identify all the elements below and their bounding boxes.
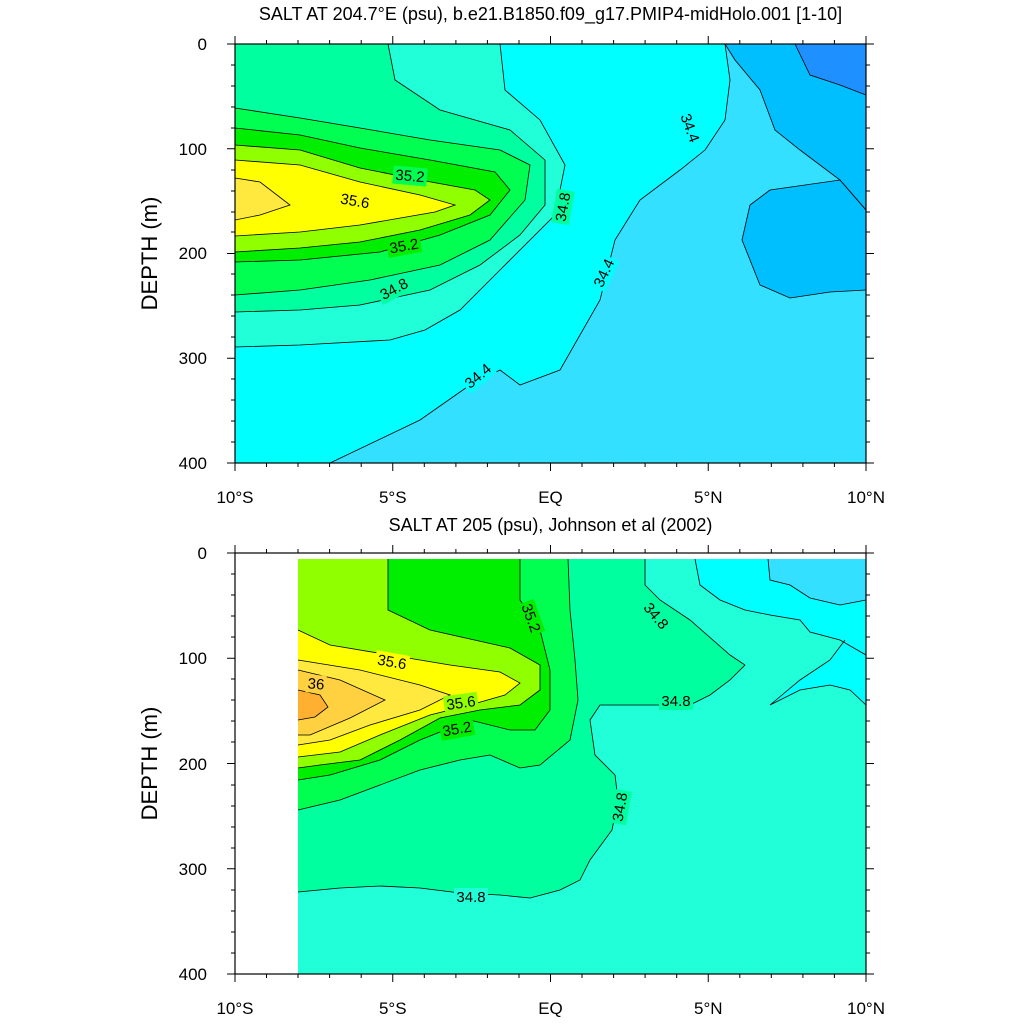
panel2-y-ticks (227, 552, 874, 975)
panel1-fill (235, 44, 866, 463)
x-tick-label: EQ (538, 999, 563, 1018)
panel2-fill (297, 558, 866, 974)
x-tick-label: 5°S (379, 488, 407, 507)
x-tick-label: 5°N (694, 999, 723, 1018)
x-tick-label: 5°S (379, 999, 407, 1018)
contour-label: 34.8 (661, 693, 690, 710)
y-tick-label: 0 (198, 35, 207, 54)
fill-34-0-topright (725, 44, 866, 210)
contour-label: 35.2 (395, 167, 426, 186)
panel2-x-ticks (234, 545, 867, 982)
y-tick-label: 300 (179, 349, 207, 368)
panel2-y-tick-labels: 0 100 200 300 400 (179, 544, 207, 984)
panel1-title: SALT AT 204.7°E (psu), b.e21.B1850.f09_g… (259, 4, 842, 25)
fill-34-4-blob (770, 640, 866, 705)
y-tick-label: 400 (179, 965, 207, 984)
fill-33-8-corner (795, 44, 866, 95)
contour-label: 34.8 (553, 191, 575, 223)
y-tick-label: 200 (179, 244, 207, 263)
x-tick-label: 10°N (847, 488, 885, 507)
x-tick-label: EQ (538, 488, 563, 507)
x-tick-label: 10°S (216, 488, 253, 507)
panel2-x-tick-labels: 10°S 5°S EQ 5°N 10°N (216, 999, 885, 1018)
contour-label: 34.8 (610, 791, 632, 823)
y-tick-label: 200 (179, 755, 207, 774)
y-tick-label: 0 (198, 544, 207, 563)
x-tick-label: 5°N (694, 488, 723, 507)
panel1-contour-labels: 34.4 35.2 35.6 34.8 35.2 34.8 (336, 109, 704, 394)
y-tick-label: 100 (179, 649, 207, 668)
contour-label: 35.6 (339, 191, 371, 213)
fill-34-2-top (768, 559, 866, 605)
x-tick-label: 10°N (847, 999, 885, 1018)
contour-label: 35.6 (445, 693, 476, 714)
contour-label: 34.8 (456, 889, 485, 906)
y-tick-label: 300 (179, 860, 207, 879)
panel1-y-tick-labels: 0 100 200 300 400 (179, 35, 207, 473)
panel1-y-ticks (227, 43, 874, 464)
panel1-x-ticks (234, 36, 867, 471)
panel1-ylabel: DEPTH (m) (137, 197, 162, 311)
y-tick-label: 100 (179, 140, 207, 159)
fill-34-0-blob (742, 180, 866, 298)
panel2-title: SALT AT 205 (psu), Johnson et al (2002) (389, 515, 713, 535)
contour-label: 35.2 (441, 719, 473, 741)
contour-label: 35.2 (388, 236, 420, 258)
model-salinity-panel: SALT AT 204.7°E (psu), b.e21.B1850.f09_g… (137, 4, 885, 507)
observed-salinity-panel: SALT AT 205 (psu), Johnson et al (2002) (137, 515, 885, 1018)
panel1-x-tick-labels: 10°S 5°S EQ 5°N 10°N (216, 488, 885, 507)
contour-label: 36 (307, 675, 325, 693)
y-tick-label: 400 (179, 454, 207, 473)
contour-label: 35.6 (376, 652, 408, 674)
x-tick-label: 10°S (216, 999, 253, 1018)
panel2-ylabel: DEPTH (m) (137, 707, 162, 821)
